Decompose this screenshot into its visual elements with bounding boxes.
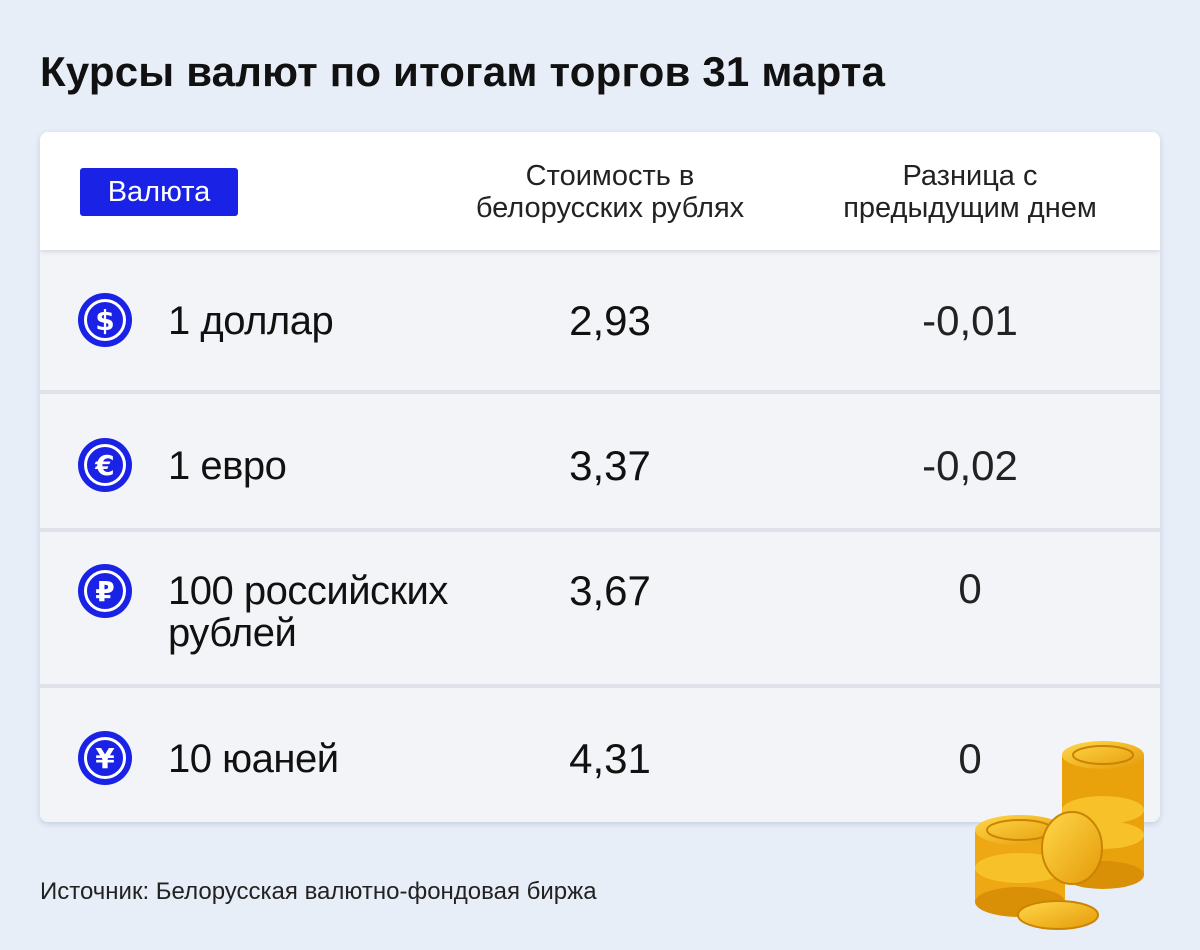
source-note: Источник: Белорусская валютно-фондовая б… — [40, 878, 597, 905]
currency-name: 100 российских рублей — [168, 570, 448, 654]
currency-name: 1 доллар — [168, 299, 334, 343]
page-title: Курсы валют по итогам торгов 31 марта — [40, 48, 886, 95]
cost-header-line2: белорусских рублях — [475, 192, 745, 224]
table-row: ¥ 10 юаней 4,31 0 — [40, 688, 1160, 822]
currency-name: 10 юаней — [168, 737, 339, 781]
rate-value: 3,67 — [569, 567, 651, 614]
currency-name-line2: рублей — [168, 611, 297, 655]
rate-value: 4,31 — [569, 735, 651, 782]
euro-icon: € — [78, 438, 132, 492]
table-row: ₽ 100 российских рублей 3,67 0 — [40, 532, 1160, 684]
coin-upright — [1041, 811, 1103, 885]
rate-value: 2,93 — [569, 297, 651, 344]
diff-header-line2: предыдущим днем — [843, 192, 1097, 224]
rate-diff: -0,02 — [922, 442, 1018, 489]
currency-name-line1: 100 российских — [168, 569, 448, 613]
exchange-rate-table: Валюта Стоимость в белорусских рублях Ра… — [40, 132, 1160, 822]
coin-loose — [1017, 811, 1103, 930]
coins-illustration — [975, 741, 1144, 930]
rate-diff: -0,01 — [922, 297, 1018, 344]
yuan-icon: ¥ — [78, 731, 132, 785]
row-divider — [40, 528, 1160, 532]
rate-value: 3,37 — [569, 442, 651, 489]
rate-diff: 0 — [958, 735, 982, 782]
table-row: € 1 евро 3,37 -0,02 — [40, 394, 1160, 528]
currency-column-header: Валюта — [80, 168, 238, 216]
currency-name: 1 евро — [168, 444, 287, 488]
table-row: $ 1 доллар 2,93 -0,01 — [40, 250, 1160, 390]
coin-top-rim — [1072, 745, 1134, 765]
cost-column-header: Стоимость в белорусских рублях — [440, 160, 780, 224]
coin-flat — [1017, 900, 1099, 930]
diff-header-line1: Разница с — [902, 160, 1038, 192]
rate-diff: 0 — [958, 565, 982, 612]
cost-header-line1: Стоимость в — [525, 160, 695, 192]
diff-column-header: Разница с предыдущим днем — [800, 160, 1140, 224]
ruble-icon: ₽ — [78, 564, 132, 618]
row-divider — [40, 684, 1160, 688]
dollar-icon: $ — [78, 293, 132, 347]
table-header: Валюта Стоимость в белорусских рублях Ра… — [40, 132, 1160, 250]
row-divider — [40, 390, 1160, 394]
coin-stack-edge — [975, 853, 1065, 883]
